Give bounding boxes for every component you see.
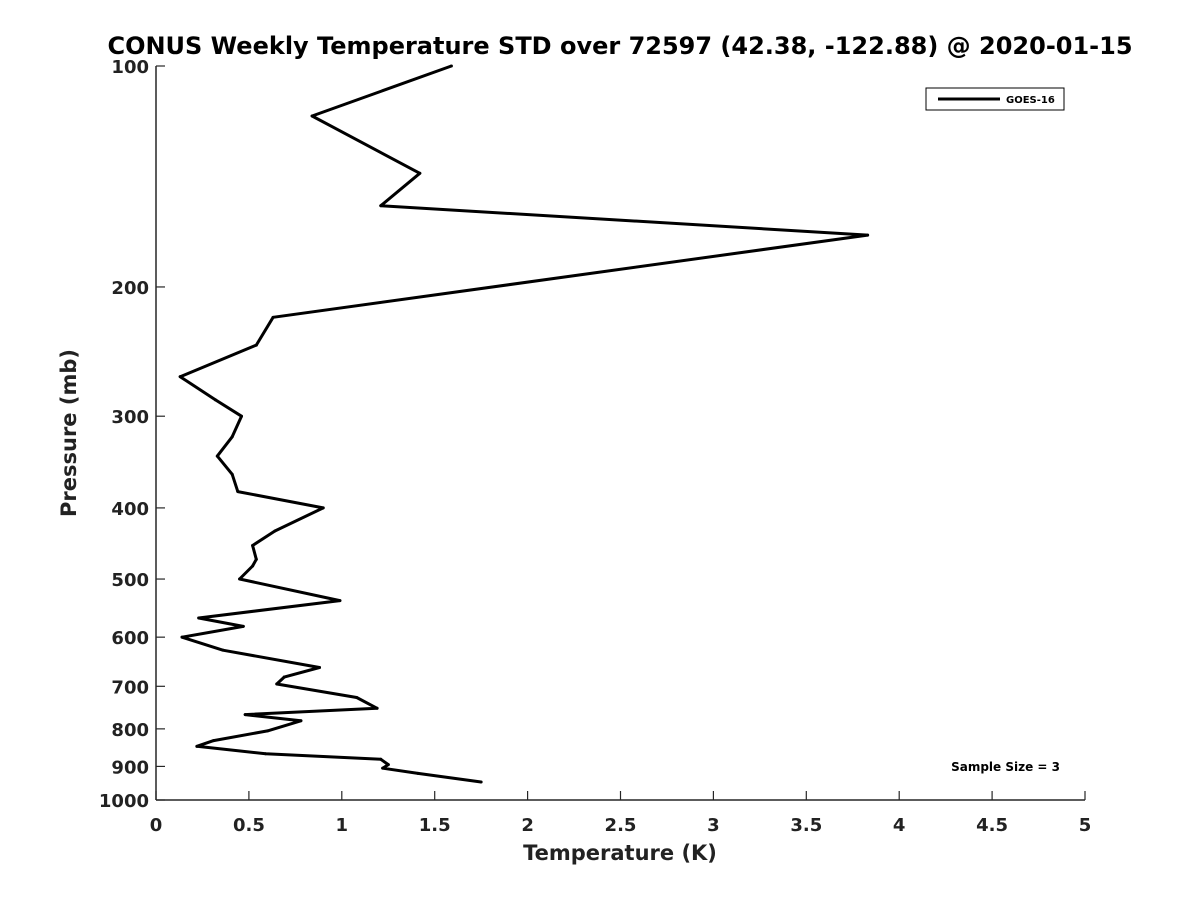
data-point <box>239 414 243 418</box>
legend-entry-goes-16: GOES-16 <box>1006 95 1055 106</box>
x-tick-label: 5 <box>1079 815 1092 836</box>
data-point <box>241 624 245 628</box>
data-point <box>275 682 279 686</box>
y-tick-label: 200 <box>111 278 149 299</box>
data-point <box>251 543 255 547</box>
x-tick-label: 0 <box>150 815 163 836</box>
data-point <box>416 771 420 775</box>
y-axis-ticks: 100 200 300 400 500 600 700 800 900 1000 <box>99 57 165 812</box>
y-axis-label: Pressure (mb) <box>57 349 81 517</box>
data-point <box>379 757 383 761</box>
data-point <box>271 315 275 319</box>
series-data-points <box>178 64 870 784</box>
data-point <box>230 435 234 439</box>
x-tick-label: 3 <box>707 815 720 836</box>
y-tick-label: 100 <box>111 57 149 78</box>
data-point <box>479 780 483 784</box>
data-point <box>180 635 184 639</box>
y-tick-label: 500 <box>111 570 149 591</box>
data-point <box>243 713 247 717</box>
data-point <box>355 695 359 699</box>
data-point <box>318 666 322 670</box>
data-point <box>254 557 258 561</box>
y-tick-label: 600 <box>111 628 149 649</box>
y-tick-label: 800 <box>111 720 149 741</box>
data-point <box>251 564 255 568</box>
data-point <box>213 398 217 402</box>
data-point <box>212 739 216 743</box>
data-point <box>254 343 258 347</box>
data-point <box>221 648 225 652</box>
x-axis-ticks: 0 0.5 1 1.5 2 2.5 3 3.5 4 4.5 5 <box>150 791 1092 836</box>
y-tick-label: 700 <box>111 677 149 698</box>
goes-16-series-line <box>178 64 870 784</box>
data-point <box>273 529 277 533</box>
data-point <box>375 706 379 710</box>
y-tick-label: 300 <box>111 407 149 428</box>
chart-legend: GOES-16 <box>925 87 1065 111</box>
data-point <box>230 472 234 476</box>
y-tick-label: 900 <box>111 757 149 778</box>
data-point <box>338 599 342 603</box>
y-tick-label: 1000 <box>99 791 149 812</box>
x-axis-label: Temperature (K) <box>523 841 717 865</box>
data-point <box>264 752 268 756</box>
x-tick-label: 1.5 <box>419 815 451 836</box>
y-tick-label: 400 <box>111 499 149 520</box>
sample-size-annotation: Sample Size = 3 <box>951 760 1060 774</box>
x-tick-label: 4 <box>893 815 906 836</box>
x-tick-label: 0.5 <box>233 815 265 836</box>
data-point <box>195 744 199 748</box>
data-point <box>299 719 303 723</box>
data-point <box>265 729 269 733</box>
x-tick-label: 2 <box>521 815 534 836</box>
data-point <box>449 64 453 68</box>
data-point <box>379 204 383 208</box>
data-point <box>866 233 870 237</box>
plot-axes <box>155 66 1085 801</box>
data-point <box>197 616 201 620</box>
x-tick-label: 2.5 <box>605 815 637 836</box>
data-point <box>236 490 240 494</box>
x-tick-label: 4.5 <box>976 815 1008 836</box>
x-tick-label: 3.5 <box>790 815 822 836</box>
data-point <box>310 114 314 118</box>
data-point <box>386 763 390 767</box>
x-tick-label: 1 <box>336 815 349 836</box>
data-point <box>238 577 242 581</box>
data-point <box>381 766 385 770</box>
chart-title: CONUS Weekly Temperature STD over 72597 … <box>107 32 1132 60</box>
data-point <box>215 454 219 458</box>
data-point <box>282 675 286 679</box>
data-point <box>321 506 325 510</box>
data-point <box>418 171 422 175</box>
data-point <box>178 375 182 379</box>
